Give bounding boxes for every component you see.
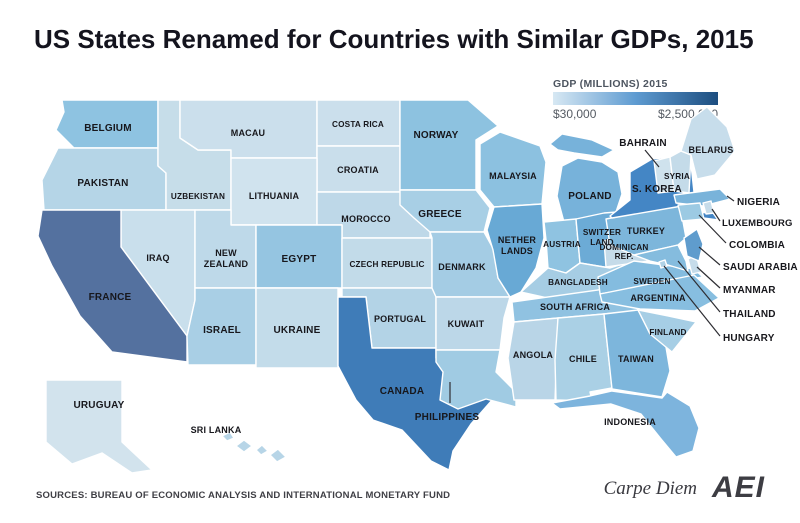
state-ca: [37, 209, 188, 363]
callout-label-dc: HUNGARY: [723, 333, 775, 344]
state-fl: [551, 390, 700, 458]
state-label-nd: COSTA RICA: [332, 120, 384, 129]
legend-min-label: $30,000: [553, 107, 597, 121]
callout-lines: [449, 149, 735, 403]
state-label-ar: KUWAIT: [448, 319, 485, 329]
state-label-ny: S. KOREA: [632, 184, 682, 195]
state-ar: [435, 296, 511, 351]
state-label-tx: CANADA: [380, 386, 425, 397]
state-label-ne: MOROCCO: [341, 214, 390, 224]
state-label-nm: UKRAINE: [274, 325, 321, 336]
state-label-id: UZBEKISTAN: [171, 192, 225, 201]
legend-title: GDP (MILLIONS) 2015: [553, 78, 668, 90]
callout-line-dc: [663, 265, 721, 337]
states-layer: [37, 99, 736, 474]
state-ct: [677, 202, 705, 222]
state-label-in: AUSTRIA: [543, 240, 581, 249]
state-label-tn: SOUTH AFRICA: [540, 302, 610, 312]
legend: GDP (MILLIONS) 2015 $30,000 $2,500,000: [553, 78, 718, 121]
callout-labels: BAHRAIN NIGERIA LUXEMBOURG COLOMBIA SAUD…: [415, 138, 798, 423]
state-la: [435, 349, 517, 410]
callout-label-vt: BAHRAIN: [619, 138, 667, 149]
state-label-ca: FRANCE: [89, 292, 132, 303]
state-label-ks: CZECH REPUBLIC: [349, 260, 424, 269]
legend-gradient-bar: [553, 92, 718, 105]
state-label-il-2: LANDS: [501, 246, 533, 256]
callout-label-de: MYANMAR: [723, 285, 776, 296]
state-label-or: PAKISTAN: [77, 178, 128, 189]
page-title: US States Renamed for Countries with Sim…: [34, 24, 754, 54]
state-label-va: SWEDEN: [633, 277, 670, 286]
state-label-pa: TURKEY: [627, 226, 665, 236]
state-wi: [479, 131, 547, 208]
state-label-il-1: NETHER: [498, 235, 537, 245]
state-il: [486, 203, 545, 298]
state-label-ak: URUGUAY: [73, 400, 124, 411]
state-dc: [658, 259, 668, 269]
state-label-ms: ANGOLA: [513, 350, 553, 360]
state-tx: [337, 296, 494, 471]
state-label-al: CHILE: [569, 354, 597, 364]
state-label-nv: IRAQ: [146, 253, 169, 263]
state-label-nc: ARGENTINA: [630, 293, 686, 303]
callout-line-md: [677, 260, 721, 313]
callout-line-de: [696, 266, 721, 289]
state-label-mn: NORWAY: [413, 130, 458, 141]
footer: SOURCES: BUREAU OF ECONOMIC ANALYSIS AND…: [36, 471, 765, 504]
callout-label-ma: NIGERIA: [737, 197, 780, 208]
state-label-ut-2: ZEALAND: [204, 259, 249, 269]
callout-line-vt: [644, 149, 660, 168]
state-label-ky: BANGLADESH: [548, 278, 608, 287]
state-label-oh-1: SWITZER: [583, 228, 621, 237]
state-label-nh: SYRIA: [664, 172, 690, 181]
state-label-co: EGYPT: [282, 254, 317, 265]
state-ma: [673, 188, 731, 207]
state-nm: [255, 287, 339, 369]
aei-logo: AEI: [711, 471, 765, 504]
state-ms: [507, 317, 559, 401]
state-label-me: BELARUS: [689, 145, 734, 155]
callout-label-ct: COLOMBIA: [729, 240, 785, 251]
state-label-wv-1: DOMINICAN: [599, 243, 648, 252]
carpe-diem-brand: Carpe Diem: [604, 478, 697, 499]
state-label-ok: PORTUGAL: [374, 314, 426, 324]
callout-label-md: THAILAND: [723, 309, 776, 320]
state-mi: [549, 133, 623, 223]
sources-text: SOURCES: BUREAU OF ECONOMIC ANALYSIS AND…: [36, 490, 450, 501]
state-label-ut-1: NEW: [215, 248, 237, 258]
state-nh: [669, 150, 692, 194]
callout-label-la: PHILIPPINES: [415, 412, 480, 423]
state-label-wv-2: REP.: [615, 252, 634, 261]
state-label-fl: INDONESIA: [604, 417, 656, 427]
state-label-ia: GREECE: [418, 209, 462, 220]
state-label-mt: MACAU: [231, 128, 266, 138]
state-label-wy: LITHUANIA: [249, 191, 300, 201]
state-label-az: ISRAEL: [203, 325, 241, 336]
state-label-mi: POLAND: [568, 191, 611, 202]
state-label-sc: FINLAND: [649, 328, 686, 337]
callout-line-ct: [698, 214, 727, 244]
state-md: [633, 244, 689, 272]
state-ak: [45, 379, 153, 474]
state-label-oh-2: LAND: [590, 238, 614, 247]
state-label-sd: CROATIA: [337, 165, 379, 175]
state-hi: [221, 431, 287, 463]
state-label-hi: SRI LANKA: [191, 425, 242, 435]
callout-label-ri: LUXEMBOURG: [722, 218, 793, 229]
callout-label-nj: SAUDI ARABIA: [723, 262, 798, 273]
state-labels: BELGIUM PAKISTAN FRANCE UZBEKISTAN MACAU…: [73, 120, 733, 435]
callout-line-nj: [698, 246, 721, 266]
state-me: [680, 106, 736, 180]
state-label-wi: MALAYSIA: [489, 171, 537, 181]
state-sc: [637, 309, 697, 353]
state-nj: [683, 228, 704, 262]
state-label-wa: BELGIUM: [84, 123, 132, 134]
callout-line-ri: [711, 208, 721, 222]
state-label-mo: DENMARK: [438, 262, 486, 272]
callout-line-ma: [726, 195, 735, 202]
state-label-ga: TAIWAN: [618, 354, 654, 364]
state-nc: [599, 274, 720, 312]
